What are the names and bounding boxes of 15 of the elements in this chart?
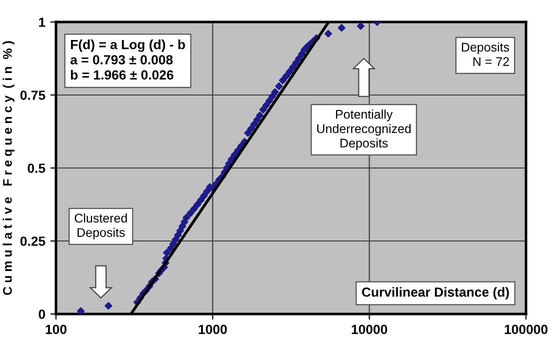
x-tick-label: 100 <box>46 324 66 334</box>
x-tick-label: 1000 <box>198 324 227 334</box>
annotation: Deposits N = 72 <box>462 42 510 66</box>
y-tick-label: 0.75 <box>20 90 46 100</box>
annotation: Clustered Deposits <box>74 213 127 240</box>
y-axis-title: C u m u l a t i v e F r e q u e n c y ( i n % ) <box>2 41 14 295</box>
annotation: Potentially Underrecognized Deposits <box>317 110 411 150</box>
x-tick-label: 100000 <box>504 324 548 334</box>
y-tick-label: 0 <box>38 310 46 319</box>
annotation: F(d) = a Log (d) - b a = 0.793 ± 0.008 b = 1.966 ± 0.026 <box>70 40 185 80</box>
annotation: Curvilinear Distance (d) <box>362 287 509 300</box>
y-tick-label: 0.5 <box>28 164 46 173</box>
y-tick-label: 1 <box>39 18 46 27</box>
x-tick-label: 10000 <box>352 324 388 334</box>
y-tick-label: 0.25 <box>20 236 46 246</box>
